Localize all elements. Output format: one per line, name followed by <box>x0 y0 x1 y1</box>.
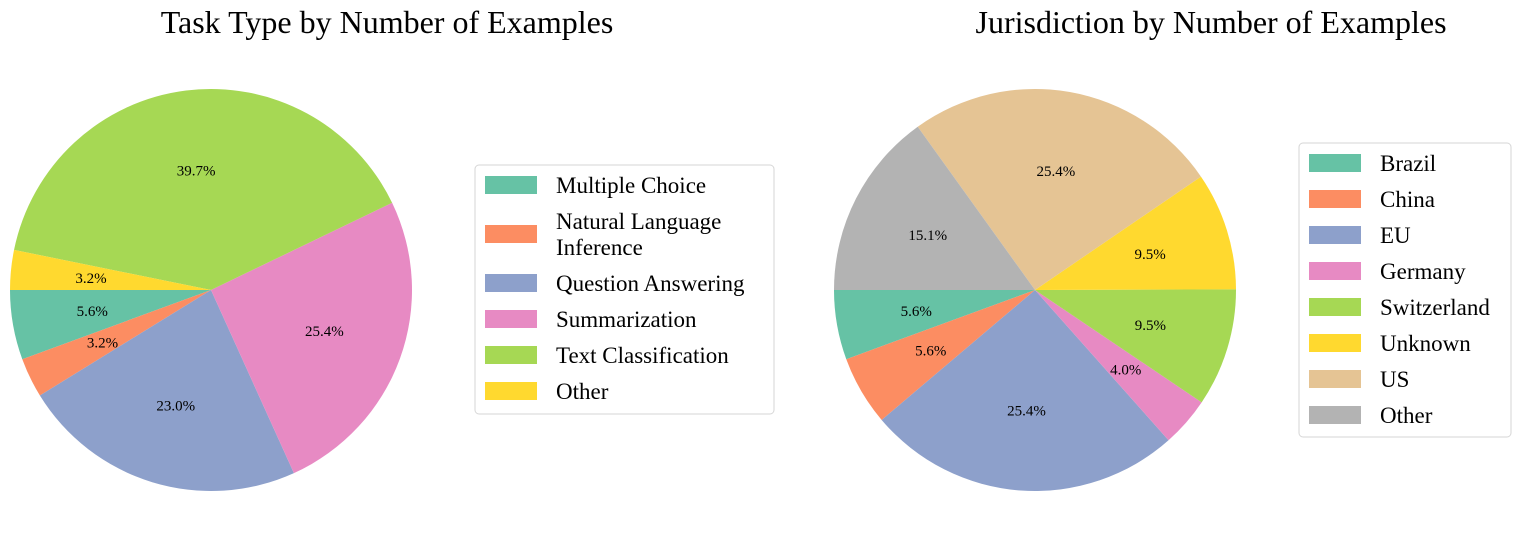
legend-label-summarization: Summarization <box>556 307 697 332</box>
legend-label-other: Other <box>556 379 609 404</box>
pie-slice-switzerland <box>1035 289 1236 403</box>
slice-label-other: 3.2% <box>75 271 106 287</box>
legend-swatch-germany <box>1309 262 1361 280</box>
legend-label-question-answering: Question Answering <box>556 271 745 296</box>
slice-label-germany: 4.0% <box>1110 362 1141 378</box>
pie-slice-eu <box>881 290 1169 491</box>
chart-title: Jurisdiction by Number of Examples <box>975 4 1446 40</box>
legend-swatch-us <box>1309 370 1361 388</box>
pie-slice-natural-language-inference <box>22 290 211 396</box>
pie-slice-question-answering <box>39 290 294 491</box>
slice-label-other: 15.1% <box>908 228 947 244</box>
legend-label-natural-language-inference: Natural Language <box>556 209 721 234</box>
slice-label-multiple-choice: 5.6% <box>77 304 108 320</box>
legend-frame <box>1298 142 1512 438</box>
legend-swatch-eu <box>1309 226 1361 244</box>
slice-label-china: 5.6% <box>915 344 946 360</box>
legend-label-eu: EU <box>1380 223 1411 248</box>
slice-label-natural-language-inference: 3.2% <box>87 336 118 352</box>
pie-slice-multiple-choice <box>10 290 211 360</box>
legend-swatch-other <box>1309 406 1361 424</box>
legend-swatch-question-answering <box>485 274 537 292</box>
legend-swatch-unknown <box>1309 334 1361 352</box>
legend-swatch-brazil <box>1309 154 1361 172</box>
pie-slice-summarization <box>211 202 413 474</box>
legend-task-type: Multiple Choice Natural LanguageInference… <box>474 164 775 415</box>
slice-label-question-answering: 23.0% <box>156 398 195 414</box>
slice-label-eu: 25.4% <box>1007 403 1046 419</box>
slice-label-brazil: 5.6% <box>901 304 932 320</box>
legend-label-germany: Germany <box>1380 259 1466 284</box>
chart-jurisdiction: Jurisdiction by Number of Examples 5.6%5… <box>834 4 1512 491</box>
legend-swatch-summarization <box>485 310 537 328</box>
legend-label-unknown: Unknown <box>1380 331 1471 356</box>
legend-swatch-switzerland <box>1309 298 1361 316</box>
legend-label-multiple-choice: Multiple Choice <box>556 173 706 198</box>
slice-label-unknown: 9.5% <box>1135 247 1166 263</box>
pie-slice-us <box>917 88 1201 291</box>
pie-slice-germany <box>1035 290 1202 441</box>
pie-slice-brazil <box>834 290 1035 360</box>
chart-title: Task Type by Number of Examples <box>161 4 614 40</box>
legend-swatch-china <box>1309 190 1361 208</box>
legend-label-china: China <box>1380 187 1435 212</box>
pie-slice-other <box>834 126 1035 290</box>
slice-label-us: 25.4% <box>1037 164 1076 180</box>
pie-slice-china <box>846 290 1035 420</box>
chart-task-type: Task Type by Number of Examples 5.6% 3.2%… <box>10 4 775 491</box>
pie-task-type: 5.6% 3.2% 23.0% 25.4% 39.7% 3.2% <box>10 88 413 491</box>
legend-frame <box>474 164 775 415</box>
pie-slice-text-classification <box>14 88 393 290</box>
legend-label-brazil: Brazil <box>1380 151 1436 176</box>
legend-label-natural-language-inference: Inference <box>556 235 643 260</box>
legend-label-other: Other <box>1380 403 1433 428</box>
legend-label-us: US <box>1380 367 1409 392</box>
slice-label-switzerland: 9.5% <box>1135 318 1166 334</box>
legend-swatch-text-classification <box>485 346 537 364</box>
legend-swatch-other <box>485 382 537 400</box>
pie-jurisdiction: 5.6% 5.6% 25.4% 4.0% 9.5% 9.5% 25.4% 15.1% <box>834 88 1236 491</box>
legend-swatch-multiple-choice <box>485 176 537 194</box>
slice-label-summarization: 25.4% <box>305 324 344 340</box>
pie-slice-other <box>10 249 211 290</box>
legend-swatch-natural-language-inference <box>485 225 537 243</box>
legend-jurisdiction: Brazil China EU Germany Switzerland Unknown US… <box>1298 142 1512 438</box>
legend-label-switzerland: Switzerland <box>1380 295 1490 320</box>
slice-label-text-classification: 39.7% <box>177 163 216 179</box>
legend-label-text-classification: Text Classification <box>556 343 729 368</box>
pie-slice-unknown <box>1035 176 1236 290</box>
